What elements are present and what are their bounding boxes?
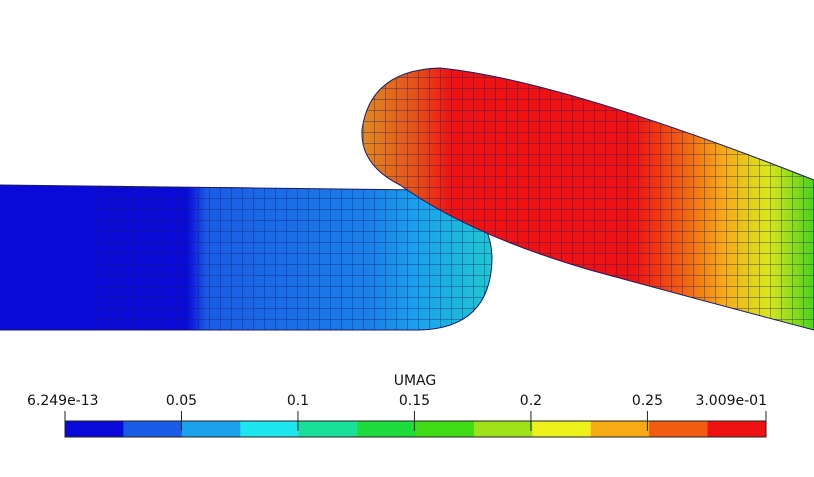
colorbar-tick-label: 6.249e-13 — [27, 393, 99, 409]
colorbar-segment — [298, 421, 358, 437]
colorbar-tick-label: 3.009e-01 — [695, 393, 767, 409]
colorbar-tick-label: 0.2 — [520, 393, 542, 409]
colorbar-tick-label: 0.15 — [399, 393, 430, 409]
colorbar-segment — [649, 421, 709, 437]
colorbar-tick-label: 0.05 — [166, 393, 197, 409]
colorbar-segment — [123, 421, 183, 437]
colorbar-title: UMAG — [394, 373, 437, 389]
colorbar-tick-label: 0.25 — [632, 393, 663, 409]
colorbar-tick-label: 0.1 — [287, 393, 309, 409]
colorbar-segment — [707, 421, 767, 437]
colorbar-segment — [532, 421, 592, 437]
left-tube — [0, 184, 493, 331]
colorbar-segment — [240, 421, 300, 437]
colorbar-segment — [65, 421, 124, 437]
colorbar-segment — [590, 421, 650, 437]
colorbar-segment — [473, 421, 533, 437]
colorbar-segment — [415, 421, 475, 437]
right-tube — [361, 67, 814, 331]
colorbar-segment — [181, 421, 241, 437]
colorbar-segment — [357, 421, 416, 437]
